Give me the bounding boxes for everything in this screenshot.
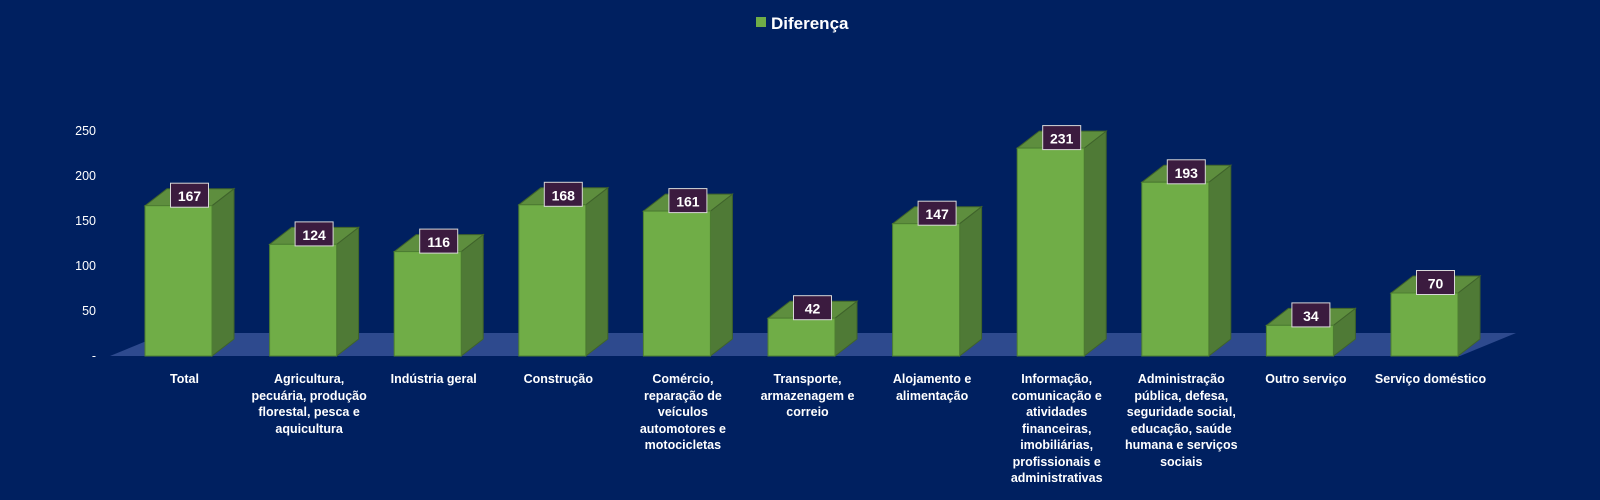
legend: Diferença bbox=[756, 14, 849, 33]
bars bbox=[143, 130, 1482, 358]
data-label-box bbox=[1291, 302, 1331, 328]
data-label: 116 bbox=[419, 228, 459, 254]
data-label-box bbox=[294, 221, 334, 247]
data-label: 42 bbox=[793, 295, 832, 321]
bar-front bbox=[1265, 324, 1334, 357]
data-label-box bbox=[419, 228, 459, 254]
category-label: Administração pública, defesa, seguridad… bbox=[1125, 372, 1238, 469]
bar-front bbox=[892, 223, 961, 357]
data-label-text: 193 bbox=[1175, 165, 1199, 181]
data-label: 193 bbox=[1166, 159, 1206, 185]
category-label: Total bbox=[170, 372, 199, 386]
data-label-text: 161 bbox=[676, 194, 700, 210]
bar-front bbox=[1390, 292, 1459, 357]
bar bbox=[1389, 274, 1482, 358]
y-tick-label: 50 bbox=[82, 304, 96, 318]
category-label: Agricultura, pecuária, produção floresta… bbox=[251, 372, 367, 436]
legend-label: Diferença bbox=[771, 14, 849, 33]
data-label: 70 bbox=[1416, 270, 1455, 295]
legend-swatch bbox=[756, 17, 766, 27]
category-label: Serviço doméstico bbox=[1374, 372, 1487, 386]
y-tick-label: - bbox=[92, 349, 96, 363]
category-label: Comércio, reparação de veículos automoto… bbox=[639, 372, 726, 452]
bar-front bbox=[642, 210, 711, 357]
data-label: 147 bbox=[917, 200, 957, 226]
y-axis: - 50 100 150 200 250 bbox=[75, 124, 96, 363]
bar-front bbox=[269, 243, 338, 357]
data-label-box bbox=[793, 295, 832, 321]
data-label-box bbox=[668, 188, 708, 214]
data-label-text: 231 bbox=[1050, 131, 1074, 147]
bar bbox=[641, 193, 734, 358]
bar bbox=[891, 205, 984, 358]
bar-side bbox=[460, 233, 484, 358]
bar-side bbox=[1208, 164, 1232, 358]
data-label: 231 bbox=[1042, 125, 1082, 151]
y-tick-label: 100 bbox=[75, 259, 96, 273]
bar-front bbox=[1141, 181, 1210, 357]
bar-side bbox=[709, 193, 733, 358]
data-label: 168 bbox=[543, 181, 583, 207]
data-label-text: 167 bbox=[178, 188, 202, 204]
data-label-text: 124 bbox=[302, 227, 326, 243]
category-label: Indústria geral bbox=[390, 372, 477, 386]
data-label-text: 147 bbox=[925, 206, 949, 222]
bar bbox=[268, 226, 361, 358]
category-label: Construção bbox=[523, 372, 594, 386]
category-label: Alojamento e alimentação bbox=[892, 372, 972, 403]
y-tick-label: 200 bbox=[75, 169, 96, 183]
data-label-box bbox=[917, 200, 957, 226]
bar bbox=[1015, 130, 1108, 358]
bar-side bbox=[1083, 130, 1107, 358]
data-label-text: 168 bbox=[552, 187, 576, 203]
bar-side bbox=[211, 187, 235, 358]
category-label: Transporte, armazenagem e correio bbox=[760, 372, 855, 419]
data-label-box bbox=[1166, 159, 1206, 185]
bar bbox=[143, 187, 236, 358]
data-label-text: 116 bbox=[427, 234, 450, 250]
bar-front bbox=[767, 317, 836, 357]
data-label-text: 34 bbox=[1303, 308, 1319, 324]
category-label: Informação, comunicação e atividades fin… bbox=[1010, 372, 1103, 485]
data-label: 161 bbox=[668, 188, 708, 214]
bar-front bbox=[144, 205, 213, 357]
data-label-box bbox=[1416, 270, 1455, 295]
data-label-box bbox=[543, 181, 583, 207]
bar bbox=[392, 233, 485, 358]
bar-front bbox=[393, 251, 462, 357]
data-label-text: 70 bbox=[1428, 276, 1444, 292]
data-label-box bbox=[1042, 125, 1082, 151]
bar bbox=[1264, 307, 1357, 358]
bar bbox=[517, 186, 610, 358]
data-label-text: 42 bbox=[805, 301, 821, 317]
data-labels: 167 124 116 168 161 42 147 231 193 34 70 bbox=[170, 125, 1455, 328]
data-label: 167 bbox=[170, 182, 209, 208]
bar-side bbox=[585, 186, 609, 358]
bar-front bbox=[518, 204, 587, 357]
category-label: Outro serviço bbox=[1265, 372, 1347, 386]
y-tick-label: 250 bbox=[75, 124, 96, 138]
bar-side bbox=[959, 205, 983, 358]
data-label-box bbox=[170, 182, 209, 208]
bar-front bbox=[1016, 147, 1085, 357]
y-tick-label: 150 bbox=[75, 214, 96, 228]
bar bbox=[1140, 164, 1233, 358]
bar-side bbox=[336, 226, 360, 358]
data-label: 124 bbox=[294, 221, 334, 247]
data-label: 34 bbox=[1291, 302, 1331, 328]
